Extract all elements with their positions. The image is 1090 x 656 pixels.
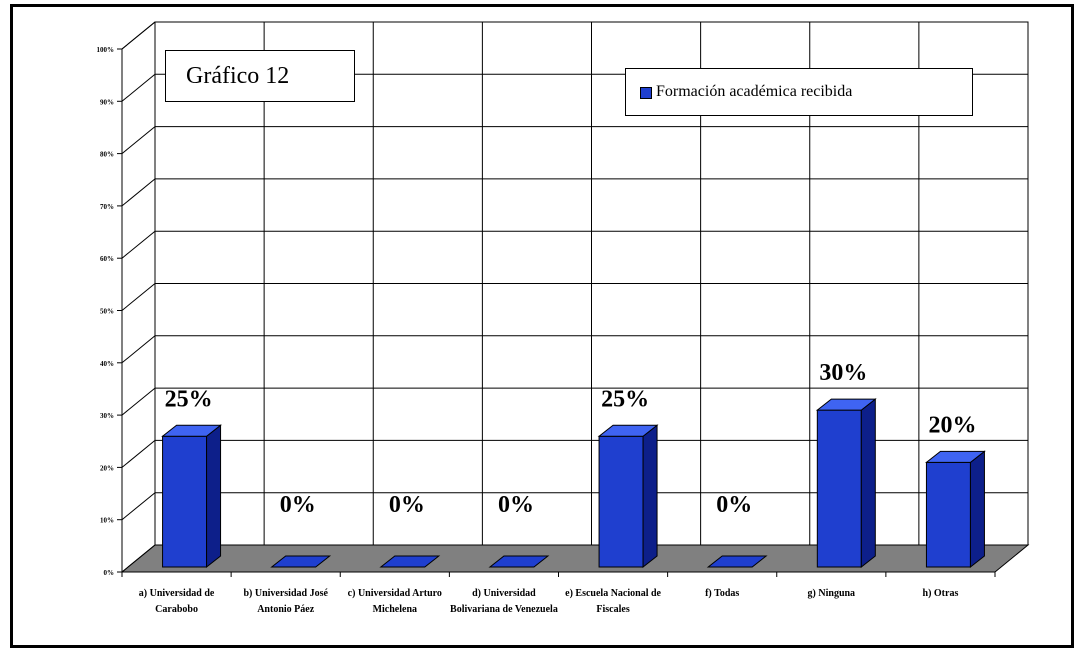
y-tick-label: 50%: [100, 308, 114, 316]
legend: Formación académica recibida: [625, 68, 973, 116]
bar-flat: [488, 555, 550, 568]
category-label: a) Universidad de Carabobo: [138, 588, 215, 615]
bar-flat: [379, 555, 441, 568]
side-wall-gridline: [121, 283, 156, 311]
chart-frame: [10, 4, 1074, 648]
side-wall-gridline: [121, 126, 156, 154]
bar-top: [924, 450, 986, 463]
legend-label: Formación académica recibida: [656, 83, 853, 100]
side-wall-gridline: [121, 387, 156, 416]
bar-flat: [706, 555, 768, 568]
category-label: e) Escuela Nacional de Fiscales: [565, 588, 661, 615]
category-label: f) Todas: [705, 588, 740, 599]
bar-front: [162, 435, 208, 568]
bar-side: [860, 398, 876, 569]
bar-front: [816, 409, 862, 568]
data-label: 0%: [389, 492, 425, 518]
bar-side: [642, 424, 658, 569]
category-label: c) Universidad Arturo Michelena: [347, 588, 442, 615]
bar-flat: [270, 555, 332, 568]
y-tick-label: 60%: [100, 255, 114, 263]
category-label: g) Ninguna: [807, 588, 856, 599]
data-label: 25%: [165, 386, 213, 412]
bar-front: [598, 435, 644, 568]
y-tick-label: 40%: [100, 360, 114, 368]
bar-side: [969, 450, 985, 569]
side-wall-gridline: [121, 178, 156, 207]
bar-side: [206, 424, 222, 569]
y-tick-label: 10%: [100, 517, 114, 525]
side-wall-gridline: [121, 492, 156, 521]
side-wall-gridline: [121, 544, 156, 573]
data-label: 0%: [716, 492, 752, 518]
data-label: 0%: [280, 492, 316, 518]
chart-title: Gráfico 12: [186, 63, 290, 89]
side-wall-gridline: [121, 230, 156, 259]
chart-floor: [120, 544, 1030, 573]
legend-swatch: [640, 87, 652, 99]
chart-title-box: Gráfico 12: [165, 50, 355, 102]
bar-front: [925, 461, 971, 568]
y-tick-label: 70%: [100, 203, 114, 211]
y-tick-label: 30%: [100, 412, 114, 420]
category-label: d) Universidad Bolivariana de Venezuela: [450, 588, 558, 615]
bar-top: [597, 424, 659, 437]
bar-top: [815, 398, 877, 411]
y-tick-label: 0%: [104, 569, 115, 577]
side-wall-gridline: [121, 440, 156, 468]
y-tick-label: 80%: [100, 151, 114, 159]
data-label: 30%: [819, 360, 867, 386]
side-wall-top: [121, 21, 156, 50]
data-label: 0%: [498, 492, 534, 518]
category-label: b) Universidad José Antonio Páez: [243, 588, 328, 615]
y-tick-label: 100%: [97, 46, 115, 54]
bar-top: [161, 424, 223, 437]
y-tick-label: 20%: [100, 464, 114, 472]
side-wall-gridline: [121, 73, 156, 102]
category-label: h) Otras: [922, 588, 959, 599]
y-tick-label: 90%: [100, 98, 114, 106]
data-label: 20%: [928, 412, 976, 438]
data-label: 25%: [601, 386, 649, 412]
side-wall-gridline: [121, 335, 156, 364]
